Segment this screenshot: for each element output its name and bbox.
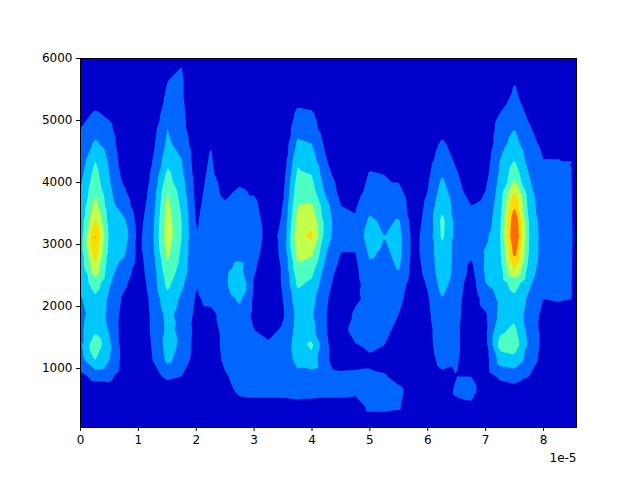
svg-text:2: 2 bbox=[192, 433, 200, 447]
svg-text:1e-5: 1e-5 bbox=[550, 451, 577, 465]
svg-text:6000: 6000 bbox=[42, 51, 73, 65]
svg-text:3000: 3000 bbox=[42, 237, 73, 251]
svg-text:5000: 5000 bbox=[42, 113, 73, 127]
svg-text:4000: 4000 bbox=[42, 175, 73, 189]
svg-text:3: 3 bbox=[250, 433, 258, 447]
svg-text:5: 5 bbox=[366, 433, 374, 447]
svg-text:2000: 2000 bbox=[42, 299, 73, 313]
svg-text:8: 8 bbox=[540, 433, 548, 447]
svg-text:4: 4 bbox=[308, 433, 316, 447]
svg-text:7: 7 bbox=[482, 433, 490, 447]
svg-text:1: 1 bbox=[135, 433, 143, 447]
svg-text:1000: 1000 bbox=[42, 361, 73, 375]
svg-text:6: 6 bbox=[424, 433, 432, 447]
svg-text:0: 0 bbox=[77, 433, 85, 447]
